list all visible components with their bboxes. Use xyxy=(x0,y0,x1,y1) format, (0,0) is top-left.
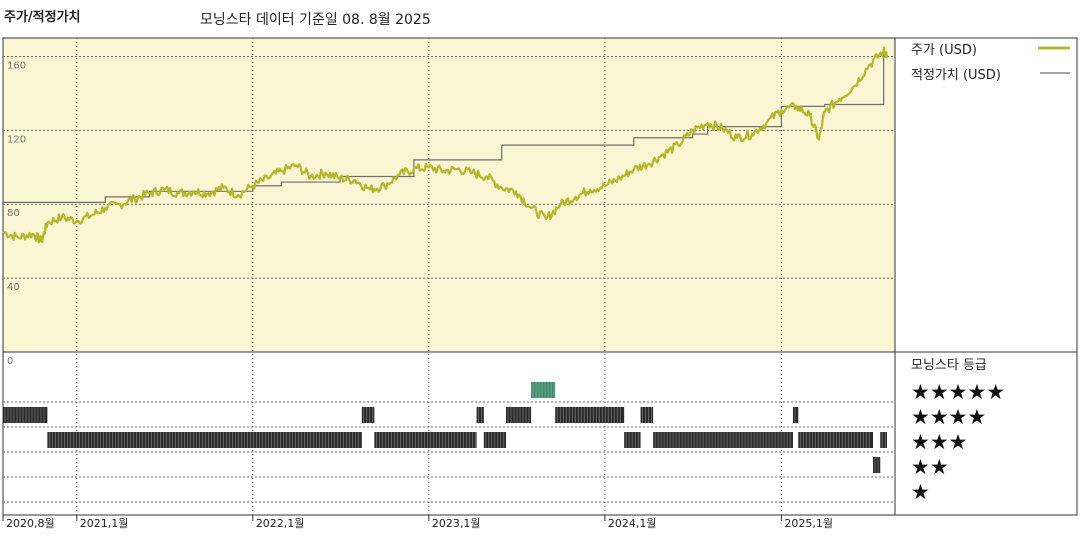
data-date-subtitle: 모닝스타 데이터 기준일 08. 8월 2025 xyxy=(200,12,431,28)
y-tick-label: 160 xyxy=(7,60,26,71)
rating-bar-fill xyxy=(653,432,793,448)
plot-background xyxy=(3,38,895,352)
rating-bar-fill xyxy=(506,407,532,423)
rating-bar-5-stars xyxy=(531,382,556,398)
rating-bar-4-stars xyxy=(3,407,48,423)
rating-bar-3-stars xyxy=(483,432,507,448)
rating-level-1-stars: ★ xyxy=(911,480,930,504)
rating-bar-3-stars xyxy=(374,432,477,448)
chart-title: 주가/적정가치 xyxy=(4,10,81,25)
rating-bar-3-stars xyxy=(653,432,793,448)
rating-bar-3-stars xyxy=(624,432,641,448)
rating-level-4-stars: ★★★★ xyxy=(911,405,986,429)
x-tick-label: 2024,1월 xyxy=(608,517,657,530)
rating-bar-3-stars xyxy=(880,432,887,448)
rating-bar-fill xyxy=(374,432,477,448)
y-tick-label: 120 xyxy=(7,134,26,145)
x-tick-label: 2022,1월 xyxy=(256,517,305,530)
x-tick-label: 2023,1월 xyxy=(432,517,481,530)
price-line xyxy=(2,46,889,244)
rating-bar-4-stars xyxy=(506,407,532,423)
rating-bar-fill xyxy=(792,407,799,423)
rating-bar-fill xyxy=(361,407,375,423)
rating-bar-4-stars xyxy=(476,407,484,423)
chart-frame xyxy=(2,37,1078,516)
rating-bar-fill xyxy=(880,432,887,448)
rating-bar-2-stars xyxy=(873,457,881,473)
legend-price-label: 주가 (USD) xyxy=(911,43,977,58)
y-tick-label: 40 xyxy=(7,282,20,293)
rating-level-2-stars: ★★ xyxy=(911,455,949,479)
rating-bar-4-stars xyxy=(555,407,625,423)
fair-value-line xyxy=(3,52,887,203)
x-tick-label: 2025,1월 xyxy=(784,517,833,530)
rating-bar-fill xyxy=(531,382,556,398)
x-tick-label: 2020,8월 xyxy=(6,517,55,530)
rating-bar-3-stars xyxy=(798,432,874,448)
rating-panel-title: 모닝스타 등급 xyxy=(911,358,987,373)
x-tick-label: 2021,1월 xyxy=(80,517,129,530)
rating-level-5-stars: ★★★★★ xyxy=(911,380,1005,404)
rating-bar-fill xyxy=(476,407,484,423)
rating-bar-fill xyxy=(798,432,874,448)
rating-bar-fill xyxy=(555,407,625,423)
y-tick-label: 80 xyxy=(7,208,20,219)
rating-bar-fill xyxy=(483,432,507,448)
rating-bar-4-stars xyxy=(792,407,799,423)
rating-bar-3-stars xyxy=(47,432,362,448)
rating-bar-fill xyxy=(3,407,48,423)
rating-bar-fill xyxy=(873,457,881,473)
rating-level-3-stars: ★★★ xyxy=(911,430,967,454)
rating-bar-fill xyxy=(47,432,362,448)
rating-bar-fill xyxy=(624,432,641,448)
rating-bar-fill xyxy=(640,407,654,423)
legend-fair-value-label: 적정가치 (USD) xyxy=(911,68,1001,83)
rating-bar-4-stars xyxy=(640,407,654,423)
y-tick-label: 0 xyxy=(7,356,13,367)
rating-bar-4-stars xyxy=(361,407,375,423)
